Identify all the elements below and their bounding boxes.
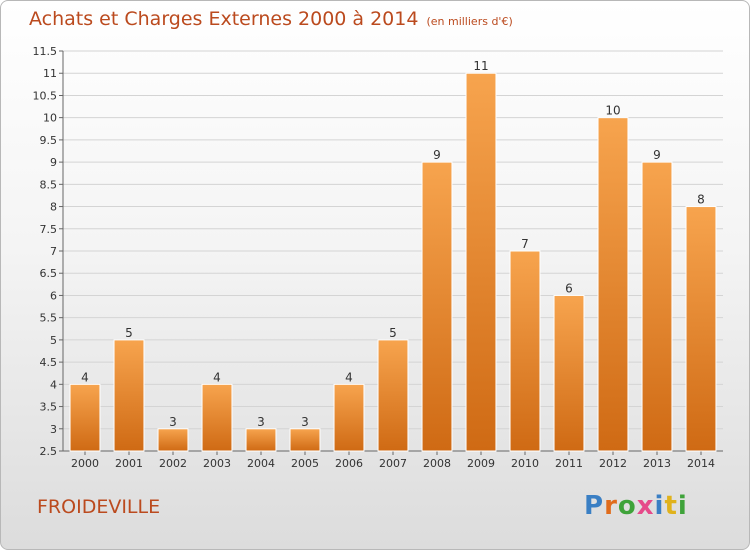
x-tick-label: 2012 xyxy=(599,457,627,470)
commune-name: FROIDEVILLE xyxy=(37,496,161,518)
y-tick-label: 6 xyxy=(50,289,57,302)
y-tick-label: 6.5 xyxy=(40,267,58,280)
logo-letter: x xyxy=(636,491,655,521)
proxiti-logo[interactable]: Proxiti xyxy=(584,491,688,521)
bar-value-label: 3 xyxy=(257,415,265,429)
x-tick-label: 2001 xyxy=(115,457,143,470)
x-tick-label: 2009 xyxy=(467,457,495,470)
logo-letter: i xyxy=(677,491,688,521)
bar-value-label: 5 xyxy=(389,326,397,340)
bar xyxy=(69,383,101,452)
x-tick-label: 2004 xyxy=(247,457,275,470)
x-tick-label: 2007 xyxy=(379,457,407,470)
bar-value-label: 11 xyxy=(473,59,488,73)
x-tick-label: 2005 xyxy=(291,457,319,470)
y-tick-label: 3 xyxy=(50,423,57,436)
y-tick-label: 10.5 xyxy=(33,89,58,102)
y-tick-label: 3.5 xyxy=(40,401,58,414)
bar xyxy=(245,428,277,452)
y-tick-label: 2.5 xyxy=(40,445,58,458)
bar xyxy=(685,206,717,452)
bar xyxy=(465,72,497,452)
bar xyxy=(157,428,189,452)
y-tick-label: 10 xyxy=(43,112,57,125)
y-tick-label: 8.5 xyxy=(40,178,58,191)
bar xyxy=(289,428,321,452)
bar xyxy=(377,339,409,452)
chart-title-text: Achats et Charges Externes 2000 à 2014 xyxy=(29,8,419,30)
x-tick-label: 2008 xyxy=(423,457,451,470)
bar xyxy=(113,339,145,452)
bar xyxy=(597,117,629,452)
bar-value-label: 4 xyxy=(81,370,89,384)
y-tick-label: 4 xyxy=(50,378,57,391)
x-tick-label: 2000 xyxy=(71,457,99,470)
logo-letter: r xyxy=(604,491,618,521)
y-tick-label: 7 xyxy=(50,245,57,258)
y-tick-label: 7.5 xyxy=(40,223,58,236)
bar-value-label: 3 xyxy=(169,415,177,429)
bar-value-label: 8 xyxy=(697,193,705,207)
x-tick-label: 2002 xyxy=(159,457,187,470)
x-tick-label: 2013 xyxy=(643,457,671,470)
chart-unit: (en milliers d'€) xyxy=(426,15,513,28)
bars xyxy=(69,72,717,452)
labels: 4 2000 5 2001 3 2002 4 2003 3 2004 3 2005 4 2006 5 2007… xyxy=(71,59,715,470)
y-tick-label: 11 xyxy=(43,67,57,80)
bar xyxy=(509,250,541,452)
bar-value-label: 3 xyxy=(301,415,309,429)
logo-letter: o xyxy=(617,491,637,521)
y-tick-label: 11.5 xyxy=(33,45,58,58)
bar-value-label: 9 xyxy=(653,148,661,162)
bar xyxy=(641,161,673,452)
logo-letter: t xyxy=(664,491,678,521)
bar xyxy=(201,383,233,452)
bar xyxy=(333,383,365,452)
y-tick-label: 5.5 xyxy=(40,312,58,325)
y-tick-label: 4.5 xyxy=(40,356,58,369)
bar-value-label: 5 xyxy=(125,326,133,340)
y-tick-label: 9.5 xyxy=(40,134,58,147)
bar-value-label: 4 xyxy=(345,370,353,384)
bar-value-label: 10 xyxy=(605,104,620,118)
bar-value-label: 9 xyxy=(433,148,441,162)
y-tick-label: 9 xyxy=(50,156,57,169)
x-tick-label: 2014 xyxy=(687,457,715,470)
y-tick-label: 5 xyxy=(50,334,57,347)
chart-title: Achats et Charges Externes 2000 à 2014 (e… xyxy=(29,8,513,30)
logo-letter: P xyxy=(584,491,605,521)
logo-letter: i xyxy=(654,491,665,521)
bar-value-label: 4 xyxy=(213,370,221,384)
x-tick-label: 2003 xyxy=(203,457,231,470)
bar-value-label: 6 xyxy=(565,281,573,295)
bar xyxy=(553,294,585,452)
x-tick-label: 2006 xyxy=(335,457,363,470)
bar xyxy=(421,161,453,452)
x-tick-label: 2010 xyxy=(511,457,539,470)
x-tick-label: 2011 xyxy=(555,457,583,470)
bar-value-label: 7 xyxy=(521,237,529,251)
y-tick-label: 8 xyxy=(50,201,57,214)
